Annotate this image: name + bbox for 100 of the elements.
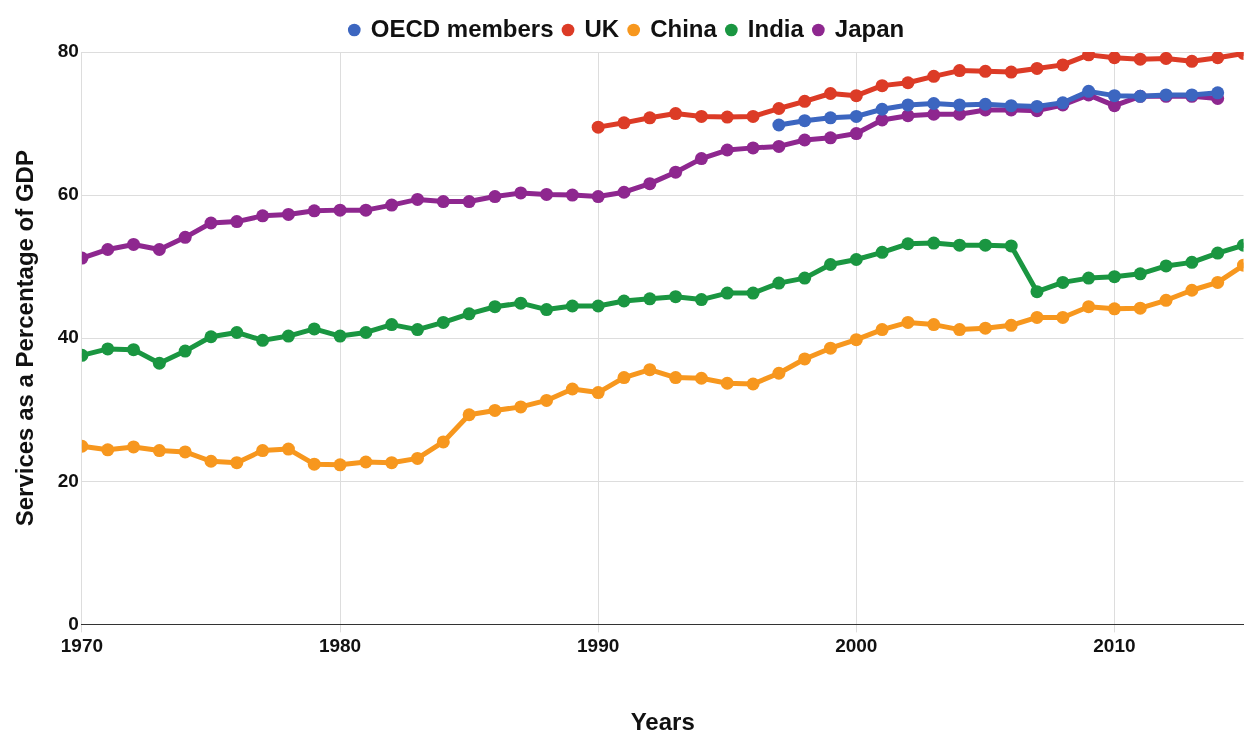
point xyxy=(1082,300,1096,314)
point xyxy=(1185,255,1199,269)
point xyxy=(849,253,863,266)
point xyxy=(978,238,992,252)
point xyxy=(1211,246,1225,260)
point xyxy=(462,195,476,209)
point xyxy=(565,299,579,313)
point xyxy=(927,236,941,250)
point xyxy=(1133,52,1147,66)
point xyxy=(385,198,399,212)
x-tick-label: 1980 xyxy=(318,635,362,657)
point xyxy=(694,293,708,307)
point xyxy=(1004,99,1018,113)
point xyxy=(901,109,915,123)
x-tick-label: 2010 xyxy=(1093,635,1136,657)
point xyxy=(927,318,941,332)
point xyxy=(643,363,657,377)
point xyxy=(772,276,786,290)
legend-label: China xyxy=(650,14,718,42)
point xyxy=(1030,285,1044,299)
point xyxy=(1211,275,1225,289)
point xyxy=(333,203,347,217)
point xyxy=(385,318,399,332)
point xyxy=(617,371,631,385)
point xyxy=(746,377,760,391)
point xyxy=(1107,52,1121,65)
point xyxy=(953,238,967,252)
y-tick-label: 80 xyxy=(57,40,79,62)
point xyxy=(669,165,683,179)
point xyxy=(1185,54,1199,68)
point xyxy=(617,294,631,308)
point xyxy=(540,187,554,201)
point xyxy=(411,192,424,206)
point xyxy=(617,116,631,130)
point xyxy=(565,188,579,202)
point xyxy=(694,152,708,166)
point xyxy=(256,444,270,458)
point xyxy=(978,97,992,111)
point xyxy=(230,215,244,229)
point xyxy=(1159,259,1173,273)
point xyxy=(927,107,941,121)
point xyxy=(256,333,270,347)
legend-label: India xyxy=(747,14,805,42)
point xyxy=(436,315,450,329)
point xyxy=(1107,89,1121,103)
point xyxy=(849,333,863,347)
point xyxy=(204,330,218,344)
point xyxy=(307,322,321,336)
point xyxy=(617,185,631,199)
point xyxy=(875,323,889,337)
point xyxy=(772,139,786,153)
point xyxy=(953,64,967,78)
x-tick-label: 1970 xyxy=(60,635,104,657)
point xyxy=(1133,267,1147,281)
y-tick-label: 0 xyxy=(68,612,79,634)
point xyxy=(746,286,760,300)
point xyxy=(540,303,554,317)
point xyxy=(798,271,812,285)
point xyxy=(1004,239,1018,253)
point xyxy=(462,307,476,321)
point xyxy=(514,186,528,200)
point xyxy=(824,258,837,271)
point xyxy=(281,207,295,221)
point xyxy=(978,64,992,78)
point xyxy=(152,242,166,256)
point xyxy=(178,445,192,459)
point xyxy=(462,408,476,422)
point xyxy=(411,451,424,465)
point xyxy=(849,127,863,141)
point xyxy=(694,371,708,385)
point xyxy=(565,382,579,396)
point xyxy=(1004,65,1018,79)
point xyxy=(772,118,786,132)
point xyxy=(591,120,605,134)
point xyxy=(953,323,967,337)
point xyxy=(720,286,734,300)
point xyxy=(178,344,192,358)
point xyxy=(875,245,889,259)
point xyxy=(875,79,889,93)
point xyxy=(1056,310,1070,324)
point xyxy=(1082,271,1096,285)
point xyxy=(436,435,450,449)
point xyxy=(127,440,141,454)
point xyxy=(230,456,244,470)
point xyxy=(436,195,450,209)
point xyxy=(1030,310,1044,324)
point xyxy=(281,442,295,456)
legend-label: UK xyxy=(584,14,620,42)
point xyxy=(669,107,683,121)
point xyxy=(204,454,218,468)
point xyxy=(643,292,657,306)
point xyxy=(927,97,941,111)
point xyxy=(849,89,863,103)
point xyxy=(1030,99,1044,113)
point xyxy=(875,102,889,116)
point xyxy=(178,230,192,244)
point xyxy=(824,341,837,355)
point xyxy=(720,143,734,157)
point xyxy=(514,296,528,310)
point xyxy=(1107,302,1121,316)
